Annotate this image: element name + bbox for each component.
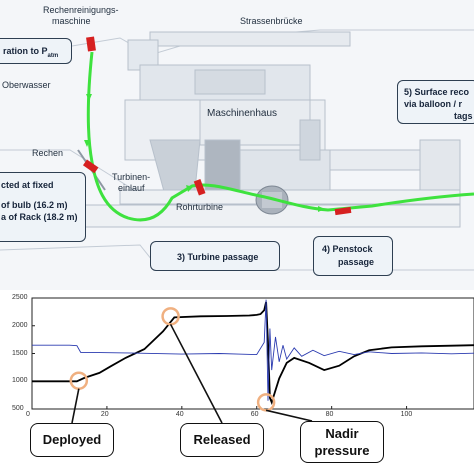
label-rechenreinigung-1: Rechenreinigungs- (43, 5, 119, 15)
series-layer (32, 299, 474, 405)
step2-line2: of bulb (16.2 m) (1, 200, 68, 210)
leader-deployed (71, 388, 80, 424)
plan-drawing (0, 29, 474, 271)
y-tick-label: 1500 (12, 349, 28, 357)
step5-line3: tags (454, 111, 473, 121)
step2-line3: a of Rack (18.2 m) (1, 212, 78, 222)
x-tick-label: 0 (26, 411, 30, 418)
path-arrows (84, 94, 325, 212)
callout-nadir-line2: pressure (314, 443, 370, 458)
y-tick-label: 2500 (12, 294, 28, 301)
y-tick-label: 2000 (12, 321, 28, 329)
label-rohrturbine: Rohrturbine (176, 202, 224, 212)
x-tick-label: 40 (175, 411, 184, 418)
label-rechen: Rechen (32, 148, 64, 158)
step4-line1: 4) Penstock (322, 244, 373, 254)
series-line-secondary (32, 299, 474, 401)
callout-released: Released (180, 423, 264, 457)
label-strassenbruecke: Strassenbrücke (240, 16, 303, 26)
step3-box: 3) Turbine passage (150, 241, 280, 271)
label-turbineneinlauf-1: Turbinen- (112, 172, 151, 182)
leader-nadir (265, 409, 313, 422)
label-oberwasser: Oberwasser (2, 80, 51, 90)
step3-text: 3) Turbine passage (177, 252, 259, 262)
x-tick-label: 60 (250, 411, 259, 418)
label-maschinenhaus: Maschinenhaus (207, 108, 278, 119)
y-tick-label: 500 (12, 405, 24, 412)
step1-text: ration to P (3, 46, 48, 56)
label-rechenreinigung-2: maschine (52, 16, 91, 26)
step1-box: ration to Patm (0, 38, 72, 64)
step5-box: 5) Surface reco via balloon / r tags (397, 80, 474, 124)
chart (31, 297, 474, 424)
step4-line2: passage (338, 257, 375, 267)
step1-subscript: atm (47, 52, 59, 59)
step2-line1: cted at fixed (1, 180, 54, 190)
x-tick-label: 20 (100, 411, 109, 418)
callout-nadir: Nadir pressure (300, 421, 384, 463)
x-tick-label: 100 (400, 411, 413, 418)
callout-leaders (71, 323, 313, 424)
label-turbineneinlauf-2: einlauf (118, 183, 145, 193)
sensor-path (86, 51, 474, 222)
callout-deployed: Deployed (30, 423, 114, 457)
step5-line1: 5) Surface reco (404, 87, 470, 97)
sensor-markers (82, 36, 352, 216)
step4-box: 4) Penstock passage (313, 236, 393, 276)
callout-nadir-line1: Nadir (325, 426, 359, 441)
step2-box: cted at fixed of bulb (16.2 m) a of Rack… (0, 172, 86, 242)
y-tick-label: 1000 (12, 377, 28, 385)
step5-line2: via balloon / r (404, 99, 463, 109)
leader-released (169, 323, 223, 424)
x-tick-label: 80 (325, 411, 334, 418)
